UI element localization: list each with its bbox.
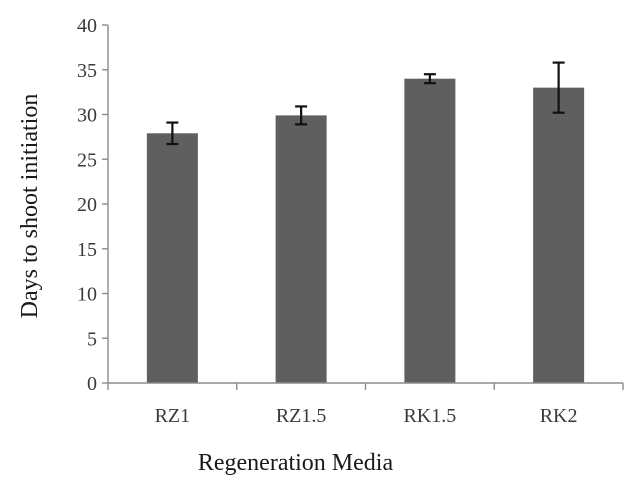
- y-axis-ticks: 0 5 10 15 20 25 30 35 40: [77, 15, 108, 395]
- y-axis-title: Days to shoot initiation: [17, 94, 43, 319]
- y-tick-label: 10: [77, 284, 97, 306]
- bar: [404, 78, 456, 383]
- x-axis-title: Regeneration Media: [198, 450, 394, 476]
- y-tick-label: 5: [87, 328, 97, 350]
- y-tick-label: 35: [77, 60, 97, 82]
- x-tick-label: RZ1.5: [276, 405, 327, 427]
- y-tick-label: 15: [77, 239, 97, 261]
- bars: [146, 78, 585, 384]
- x-tick-label: RK1.5: [403, 405, 456, 427]
- x-axis-ticks: RZ1 RZ1.5 RK1.5 RK2: [107, 383, 624, 427]
- bar: [275, 115, 327, 384]
- bar: [533, 87, 585, 384]
- x-tick-label: RK2: [540, 405, 578, 427]
- x-tick-label: RZ1: [155, 405, 191, 427]
- y-tick-label: 0: [87, 373, 97, 395]
- error-bars: [166, 61, 565, 146]
- y-tick-label: 40: [77, 15, 97, 37]
- y-tick-label: 25: [77, 149, 97, 171]
- bar: [146, 133, 198, 383]
- y-tick-label: 20: [77, 194, 97, 216]
- y-tick-label: 30: [77, 105, 97, 127]
